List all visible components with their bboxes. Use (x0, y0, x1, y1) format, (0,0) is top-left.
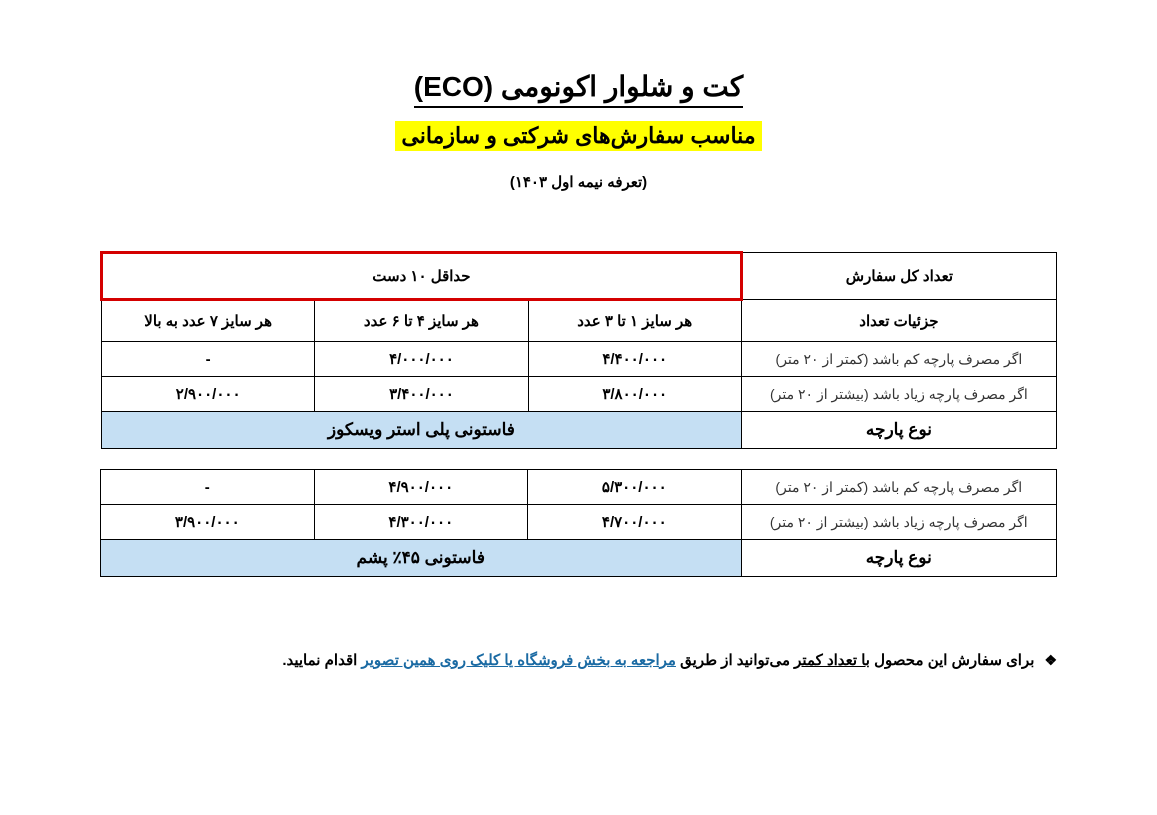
row-label: اگر مصرف پارچه کم باشد (کمتر از ۲۰ متر) (741, 342, 1056, 377)
subtitle-highlight: مناسب سفارش‌های شرکتی و سازمانی (395, 121, 761, 151)
header-col3: هر سایز ۷ عدد به بالا (102, 300, 315, 342)
cell-value: ۴/۰۰۰/۰۰۰ (315, 342, 528, 377)
cell-value: ۳/۸۰۰/۰۰۰ (528, 377, 741, 412)
cell-value: ۵/۳۰۰/۰۰۰ (528, 470, 741, 505)
cell-value: - (102, 342, 315, 377)
note-text: برای سفارش این محصول با تعداد کمتر می‌تو… (282, 647, 1034, 676)
row-label: اگر مصرف پارچه زیاد باشد (بیشتر از ۲۰ مت… (741, 505, 1057, 540)
price-table-1: تعداد کل سفارش حداقل ۱۰ دست جزئیات تعداد… (100, 251, 1057, 449)
fabric-row: نوع پارچه فاستونی پلی استر ویسکوز (102, 412, 1057, 449)
footer-note: ❖ برای سفارش این محصول با تعداد کمتر می‌… (100, 647, 1057, 676)
cell-value: ۴/۹۰۰/۰۰۰ (314, 470, 527, 505)
fabric-type-label: نوع پارچه (741, 412, 1056, 449)
cell-value: - (101, 470, 315, 505)
fabric-value: فاستونی پلی استر ویسکوز (102, 412, 742, 449)
header-total-order: تعداد کل سفارش (741, 253, 1056, 300)
cell-value: ۴/۷۰۰/۰۰۰ (528, 505, 741, 540)
header-min-ten: حداقل ۱۰ دست (102, 253, 742, 300)
header-col1: هر سایز ۱ تا ۳ عدد (528, 300, 741, 342)
table-row: اگر مصرف پارچه زیاد باشد (بیشتر از ۲۰ مت… (102, 377, 1057, 412)
tariff-note: (تعرفه نیمه اول ۱۴۰۳) (100, 173, 1057, 191)
cell-value: ۴/۳۰۰/۰۰۰ (314, 505, 527, 540)
table-row: اگر مصرف پارچه زیاد باشد (بیشتر از ۲۰ مت… (101, 505, 1057, 540)
fabric-row: نوع پارچه فاستونی ۴۵٪ پشم (101, 540, 1057, 577)
fabric-type-label: نوع پارچه (741, 540, 1057, 577)
fabric-value: فاستونی ۴۵٪ پشم (101, 540, 742, 577)
shop-link[interactable]: مراجعه به بخش فروشگاه یا کلیک روی همین ت… (361, 652, 675, 669)
cell-value: ۳/۹۰۰/۰۰۰ (101, 505, 315, 540)
header-row: تعداد کل سفارش حداقل ۱۰ دست (102, 253, 1057, 300)
header-col2: هر سایز ۴ تا ۶ عدد (315, 300, 528, 342)
header-details: جزئیات تعداد (741, 300, 1056, 342)
cell-value: ۴/۴۰۰/۰۰۰ (528, 342, 741, 377)
row-label: اگر مصرف پارچه زیاد باشد (بیشتر از ۲۰ مت… (741, 377, 1056, 412)
price-table-2: اگر مصرف پارچه کم باشد (کمتر از ۲۰ متر) … (100, 469, 1057, 577)
table-row: اگر مصرف پارچه کم باشد (کمتر از ۲۰ متر) … (101, 470, 1057, 505)
bullet-icon: ❖ (1044, 647, 1057, 674)
page-title: کت و شلوار اکونومی (ECO) (100, 70, 1057, 103)
cell-value: ۲/۹۰۰/۰۰۰ (102, 377, 315, 412)
cell-value: ۳/۴۰۰/۰۰۰ (315, 377, 528, 412)
sub-header-row: جزئیات تعداد هر سایز ۱ تا ۳ عدد هر سایز … (102, 300, 1057, 342)
row-label: اگر مصرف پارچه کم باشد (کمتر از ۲۰ متر) (741, 470, 1057, 505)
title-text: کت و شلوار اکونومی (ECO) (414, 71, 743, 108)
table-row: اگر مصرف پارچه کم باشد (کمتر از ۲۰ متر) … (102, 342, 1057, 377)
